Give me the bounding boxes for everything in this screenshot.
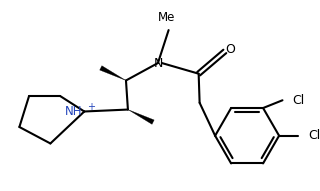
Text: O: O	[226, 43, 236, 56]
Text: Cl: Cl	[308, 129, 320, 142]
Text: Cl: Cl	[292, 94, 304, 107]
Polygon shape	[100, 66, 126, 80]
Text: NH: NH	[65, 105, 82, 118]
Text: +: +	[87, 102, 95, 112]
Text: Me: Me	[158, 11, 175, 24]
Text: N: N	[153, 57, 163, 70]
Polygon shape	[128, 110, 154, 124]
